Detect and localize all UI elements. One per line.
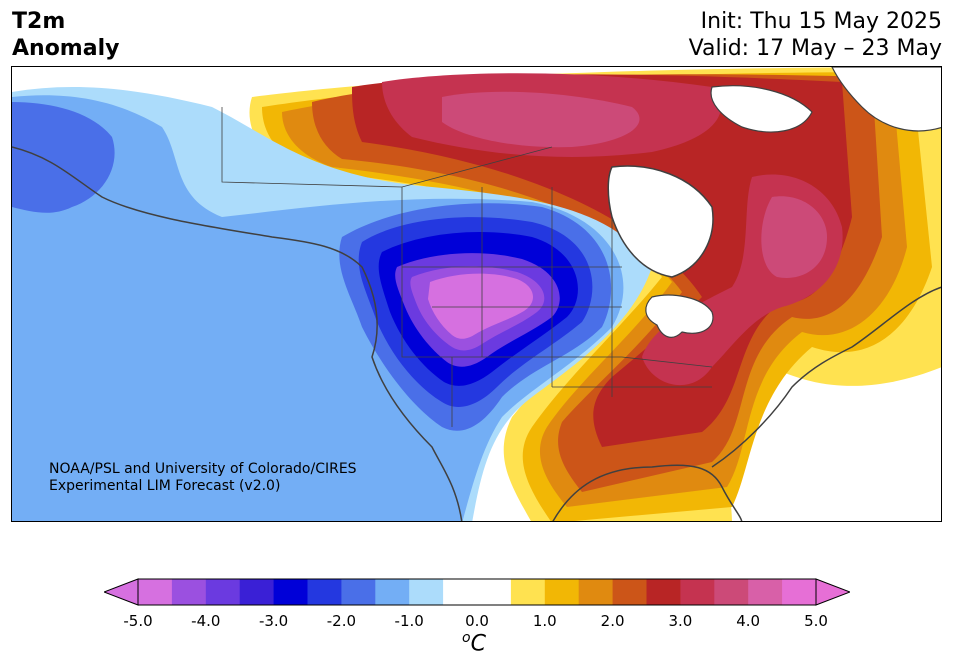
greenland-edge	[831, 67, 941, 132]
colorbar-segment	[612, 579, 647, 605]
colorbar-tick-label: 2.0	[600, 612, 625, 630]
unit-degree: o	[462, 630, 471, 646]
colorbar	[102, 577, 852, 611]
warm-region-red	[352, 74, 852, 447]
colorbar-segment	[544, 579, 580, 605]
coastline-gulf	[552, 464, 743, 521]
colorbar-segment	[239, 579, 275, 605]
colorbar-segment	[138, 579, 173, 605]
colorbar-under-arrow	[102, 578, 139, 606]
colorbar-over-arrow	[815, 578, 852, 606]
great-lakes	[645, 294, 714, 338]
anomaly-map	[11, 66, 942, 522]
colorbar-tick-label: -5.0	[123, 612, 153, 630]
colorbar-segment	[646, 579, 681, 605]
colorbar-segment	[273, 579, 308, 605]
colorbar-tick-label: 4.0	[736, 612, 761, 630]
arctic-islands	[710, 85, 813, 133]
colorbar-tick-label: -1.0	[394, 612, 424, 630]
init-date: Init: Thu 15 May 2025	[700, 9, 942, 34]
chart-title: T2m Anomaly	[12, 8, 119, 62]
credit-line-1: NOAA/PSL and University of Colorado/CIRE…	[49, 461, 357, 477]
colorbar-tick-label: 0.0	[465, 612, 489, 630]
colorbar-segment	[578, 579, 614, 605]
colorbar-segment	[341, 579, 376, 605]
colorbar-segment	[171, 579, 207, 605]
colorbar-segment	[748, 579, 783, 605]
colorbar-segment	[375, 579, 410, 605]
cold-region-mid-blue	[12, 102, 115, 213]
state-borders	[221, 107, 713, 427]
colorbar-segment	[443, 579, 478, 605]
colorbar-tick-label: 1.0	[532, 612, 557, 630]
colorbar-segment	[409, 579, 444, 605]
coastline-east	[711, 286, 941, 468]
forecast-dates: Init: Thu 15 May 2025 Valid: 17 May – 23…	[689, 8, 942, 62]
credit-text: NOAA/PSL and University of Colorado/CIRE…	[49, 461, 357, 495]
anomaly-map-svg	[12, 67, 941, 521]
valid-date: Valid: 17 May – 23 May	[688, 36, 942, 61]
colorbar-segment	[477, 579, 512, 605]
credit-line-2: Experimental LIM Forecast (v2.0)	[49, 478, 281, 494]
colorbar-segment	[680, 579, 715, 605]
colorbar-segment	[510, 579, 546, 605]
unit-letter: C	[470, 631, 486, 657]
cold-region-deep-purple	[428, 273, 534, 339]
colorbar-tick-label: -4.0	[191, 612, 221, 630]
colorbar-tick-label: 3.0	[668, 612, 693, 630]
coastline-west	[12, 146, 463, 521]
colorbar-segment	[307, 579, 342, 605]
hudson-bay	[607, 165, 714, 278]
colorbar-segment	[714, 579, 749, 605]
colorbar-svg	[102, 578, 852, 606]
colorbar-tick-label: 5.0	[804, 612, 828, 630]
colorbar-unit: oC	[462, 630, 486, 656]
colorbar-segment	[782, 579, 817, 605]
colorbar-tick-label: -3.0	[258, 612, 289, 630]
colorbar-tick-label: -2.0	[326, 612, 357, 630]
colorbar-segment	[205, 579, 241, 605]
warm-region-pink-east	[761, 196, 827, 278]
warm-region-pink	[442, 91, 640, 148]
title-line-1: T2m	[12, 9, 66, 34]
colorbar-outline	[137, 578, 817, 606]
title-line-2: Anomaly	[12, 36, 120, 61]
